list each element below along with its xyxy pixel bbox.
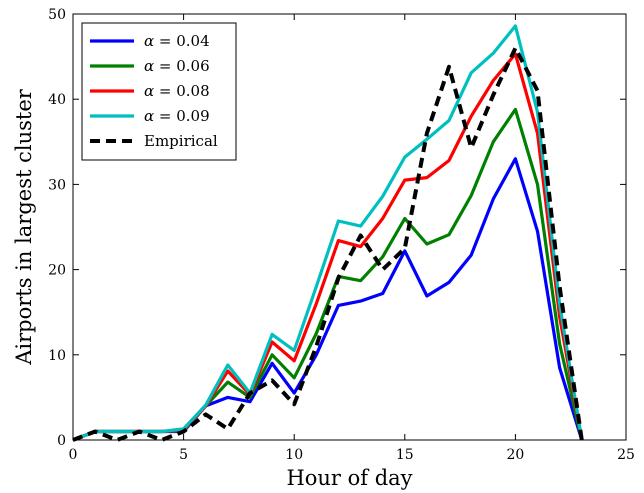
y-tick-label: 20 [48, 263, 66, 279]
legend-label-symbol: α [144, 57, 154, 75]
tick-layer: 0 5 10 15 20 25 0 10 20 30 40 50 [48, 7, 635, 463]
legend-label-value: = 0.04 [154, 32, 210, 50]
series-line-1 [72, 157, 584, 442]
series-layer [72, 24, 584, 442]
y-tick-label: 10 [48, 348, 66, 364]
legend-label-4: α = 0.09 [144, 107, 210, 125]
y-tick-label: 50 [48, 7, 66, 23]
legend-label-value: = 0.09 [154, 107, 210, 125]
legend-label-3: α = 0.08 [144, 82, 210, 100]
legend-label-symbol: α [144, 32, 154, 50]
series-line-5 [72, 46, 584, 442]
legend-label-5: Empirical [144, 132, 218, 150]
x-tick-label: 15 [396, 447, 414, 463]
legend: α = 0.04α = 0.06α = 0.08α = 0.09Empirica… [81, 22, 237, 161]
legend-label-2: α = 0.06 [144, 57, 210, 75]
plot-frame [72, 13, 627, 441]
x-tick-label: 0 [69, 447, 78, 463]
x-tick-label: 20 [506, 447, 524, 463]
legend-label-symbol: α [144, 82, 154, 100]
legend-label-symbol: α [144, 107, 154, 125]
legend-label-symbol: Empirical [144, 132, 218, 150]
x-tick-label: 25 [617, 447, 635, 463]
x-tick-label: 10 [285, 447, 303, 463]
legend-label-1: α = 0.04 [144, 32, 210, 50]
x-axis-title: Hour of day [286, 466, 412, 490]
y-axis-title: Airports in largest cluster [12, 88, 36, 366]
y-tick-label: 30 [48, 177, 66, 193]
y-tick-label: 40 [48, 92, 66, 108]
legend-label-value: = 0.08 [154, 82, 210, 100]
x-tick-label: 5 [179, 447, 188, 463]
legend-label-value: = 0.06 [154, 57, 210, 75]
series-line-4 [72, 24, 584, 442]
y-tick-label: 0 [57, 433, 66, 449]
